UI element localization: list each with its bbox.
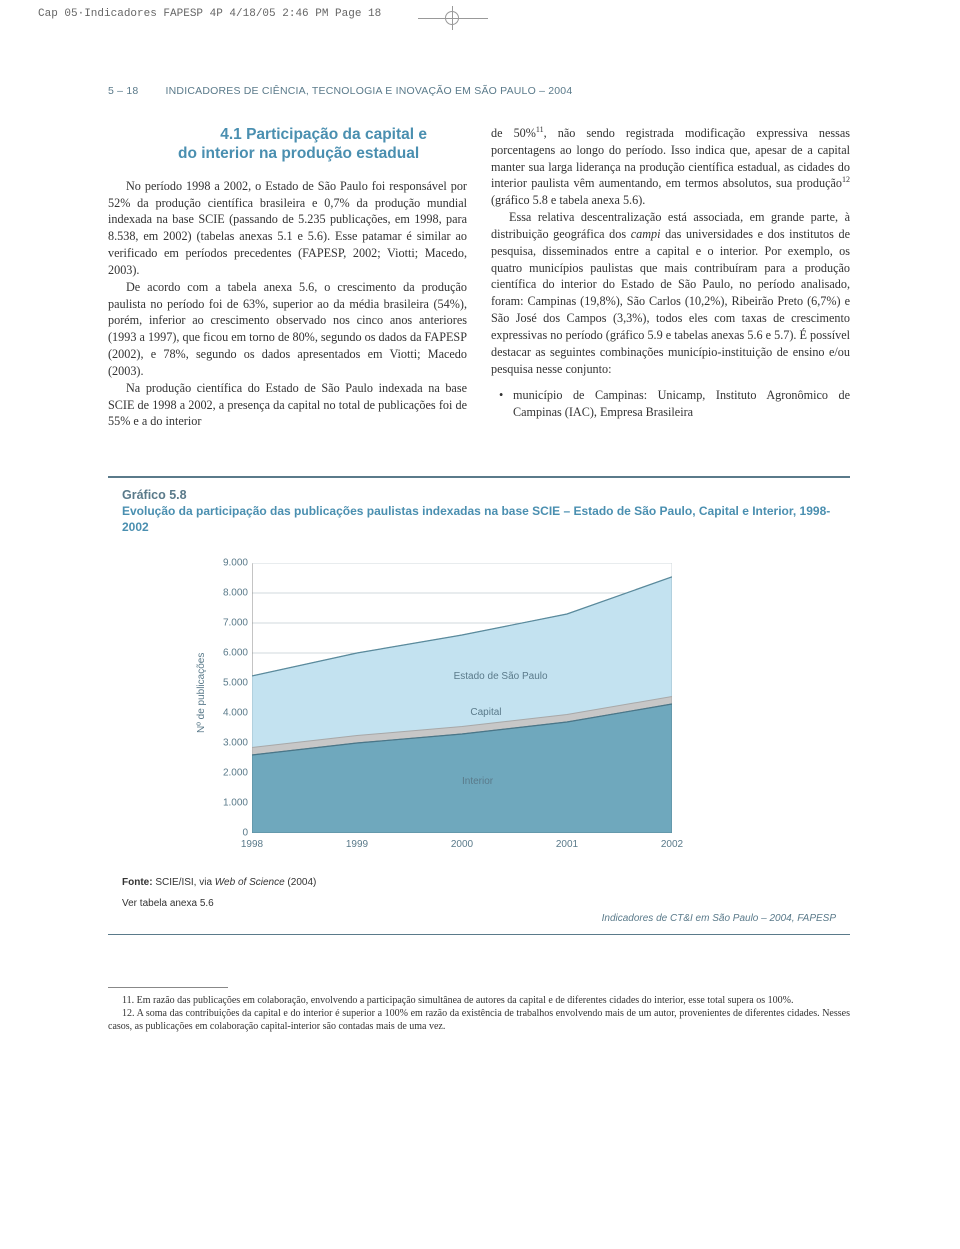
running-title: INDICADORES DE CIÊNCIA, TECNOLOGIA E INO… bbox=[166, 85, 573, 97]
bullet-item: município de Campinas: Unicamp, Institut… bbox=[491, 387, 850, 421]
chart-box: Gráfico 5.8 Evolução da participação das… bbox=[108, 476, 850, 935]
section-title-line2: do interior na produção estadual bbox=[108, 144, 467, 163]
y-tick: 7.000 bbox=[212, 618, 248, 629]
chart-credit: Indicadores de CT&I em São Paulo – 2004,… bbox=[122, 913, 836, 924]
y-axis-label: Nº de publicações bbox=[196, 653, 207, 733]
page-content: 5 – 18 INDICADORES DE CIÊNCIA, TECNOLOGI… bbox=[108, 85, 850, 1033]
y-tick: 8.000 bbox=[212, 588, 248, 599]
footnote-rule bbox=[108, 987, 228, 992]
left-p3: Na produção científica do Estado de São … bbox=[108, 380, 467, 430]
right-column: de 50%11, não sendo registrada modificaç… bbox=[491, 125, 850, 430]
chart-title: Gráfico 5.8 bbox=[122, 488, 836, 502]
y-tick: 1.000 bbox=[212, 798, 248, 809]
x-tick: 2001 bbox=[556, 839, 578, 850]
left-column: 4.1 Participação da capital e do interio… bbox=[108, 125, 467, 430]
left-p1: No período 1998 a 2002, o Estado de São … bbox=[108, 178, 467, 279]
chart-subtitle: Evolução da participação das publicações… bbox=[122, 504, 836, 535]
x-tick: 1999 bbox=[346, 839, 368, 850]
chart-area: Nº de publicações 01.0002.0003.0004.0005… bbox=[252, 563, 672, 843]
footnote-11: 11. Em razão das publicações em colabora… bbox=[108, 994, 850, 1007]
footnotes: 11. Em razão das publicações em colabora… bbox=[108, 994, 850, 1033]
y-tick: 3.000 bbox=[212, 738, 248, 749]
right-p2: Essa relativa descentralização está asso… bbox=[491, 209, 850, 377]
crop-header: Cap 05·Indicadores FAPESP 4P 4/18/05 2:4… bbox=[38, 8, 381, 20]
crop-marks bbox=[418, 14, 488, 44]
chart-note: Ver tabela anexa 5.6 bbox=[122, 898, 836, 909]
y-tick: 5.000 bbox=[212, 678, 248, 689]
y-tick: 2.000 bbox=[212, 768, 248, 779]
section-title-line1: 4.1 Participação da capital e bbox=[108, 125, 467, 144]
footnote-12: 12. A soma das contribuições da capital … bbox=[108, 1007, 850, 1033]
series-label: Capital bbox=[470, 707, 501, 718]
right-p1: de 50%11, não sendo registrada modificaç… bbox=[491, 125, 850, 209]
x-tick: 2000 bbox=[451, 839, 473, 850]
series-label: Estado de São Paulo bbox=[454, 671, 548, 682]
section-title: 4.1 Participação da capital e do interio… bbox=[108, 125, 467, 164]
chart-plot bbox=[252, 563, 672, 833]
x-tick: 2002 bbox=[661, 839, 683, 850]
chart-source: Fonte: SCIE/ISI, via Web of Science (200… bbox=[122, 877, 836, 888]
running-head: 5 – 18 INDICADORES DE CIÊNCIA, TECNOLOGI… bbox=[108, 85, 850, 97]
y-tick: 6.000 bbox=[212, 648, 248, 659]
y-ticks: 01.0002.0003.0004.0005.0006.0007.0008.00… bbox=[212, 563, 248, 833]
page-code: 5 – 18 bbox=[108, 85, 138, 97]
y-tick: 0 bbox=[212, 828, 248, 839]
left-p2: De acordo com a tabela anexa 5.6, o cres… bbox=[108, 279, 467, 380]
y-tick: 9.000 bbox=[212, 558, 248, 569]
y-tick: 4.000 bbox=[212, 708, 248, 719]
series-label: Interior bbox=[462, 776, 493, 787]
x-tick: 1998 bbox=[241, 839, 263, 850]
